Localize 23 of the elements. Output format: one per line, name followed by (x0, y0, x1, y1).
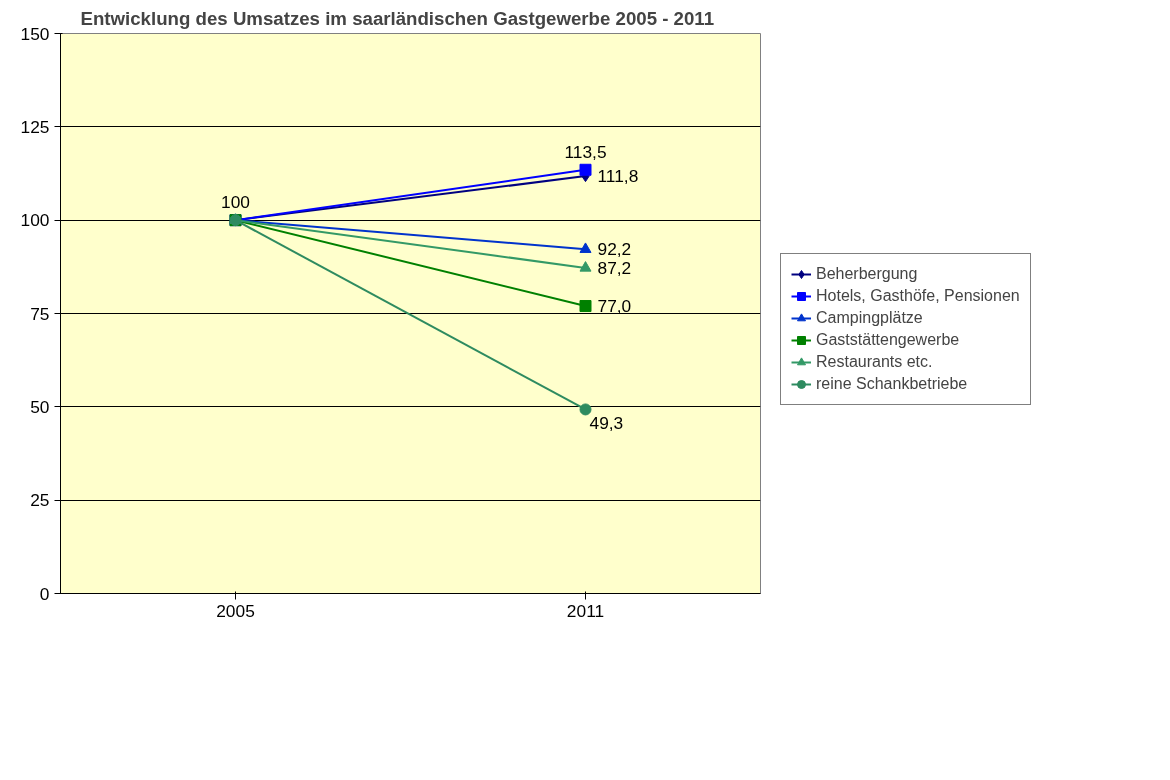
legend-label: reine Schankbetriebe (816, 374, 968, 393)
data-label: 87,2 (597, 257, 632, 278)
data-label: 100 (221, 192, 250, 213)
y-tick-label: 150 (20, 23, 50, 44)
legend-label: Campingplätze (816, 308, 923, 327)
legend-label: Restaurants etc. (816, 352, 933, 371)
y-tick-label: 50 (30, 396, 50, 417)
x-tick-label: 2011 (566, 600, 605, 621)
legend-label: Beherbergung (816, 264, 918, 283)
data-label: 92,2 (597, 239, 632, 260)
y-tick-label: 0 (39, 583, 50, 604)
legend-label: Gaststättengewerbe (816, 330, 960, 349)
data-label: 111,8 (597, 166, 639, 187)
x-tick-label: 2005 (216, 600, 255, 621)
y-tick-label: 75 (30, 303, 50, 324)
data-label: 77,0 (597, 296, 632, 317)
legend-label: Hotels, Gasthöfe, Pensionen (816, 286, 1020, 305)
y-tick-label: 125 (20, 116, 50, 137)
y-tick-label: 100 (20, 210, 50, 231)
chart-title: Entwicklung des Umsatzes im saarländischen Gastgewerbe 2005 - 2011 (80, 7, 715, 29)
data-label: 49,3 (589, 413, 624, 434)
data-label: 113,5 (564, 141, 607, 162)
y-tick-label: 25 (30, 490, 50, 511)
